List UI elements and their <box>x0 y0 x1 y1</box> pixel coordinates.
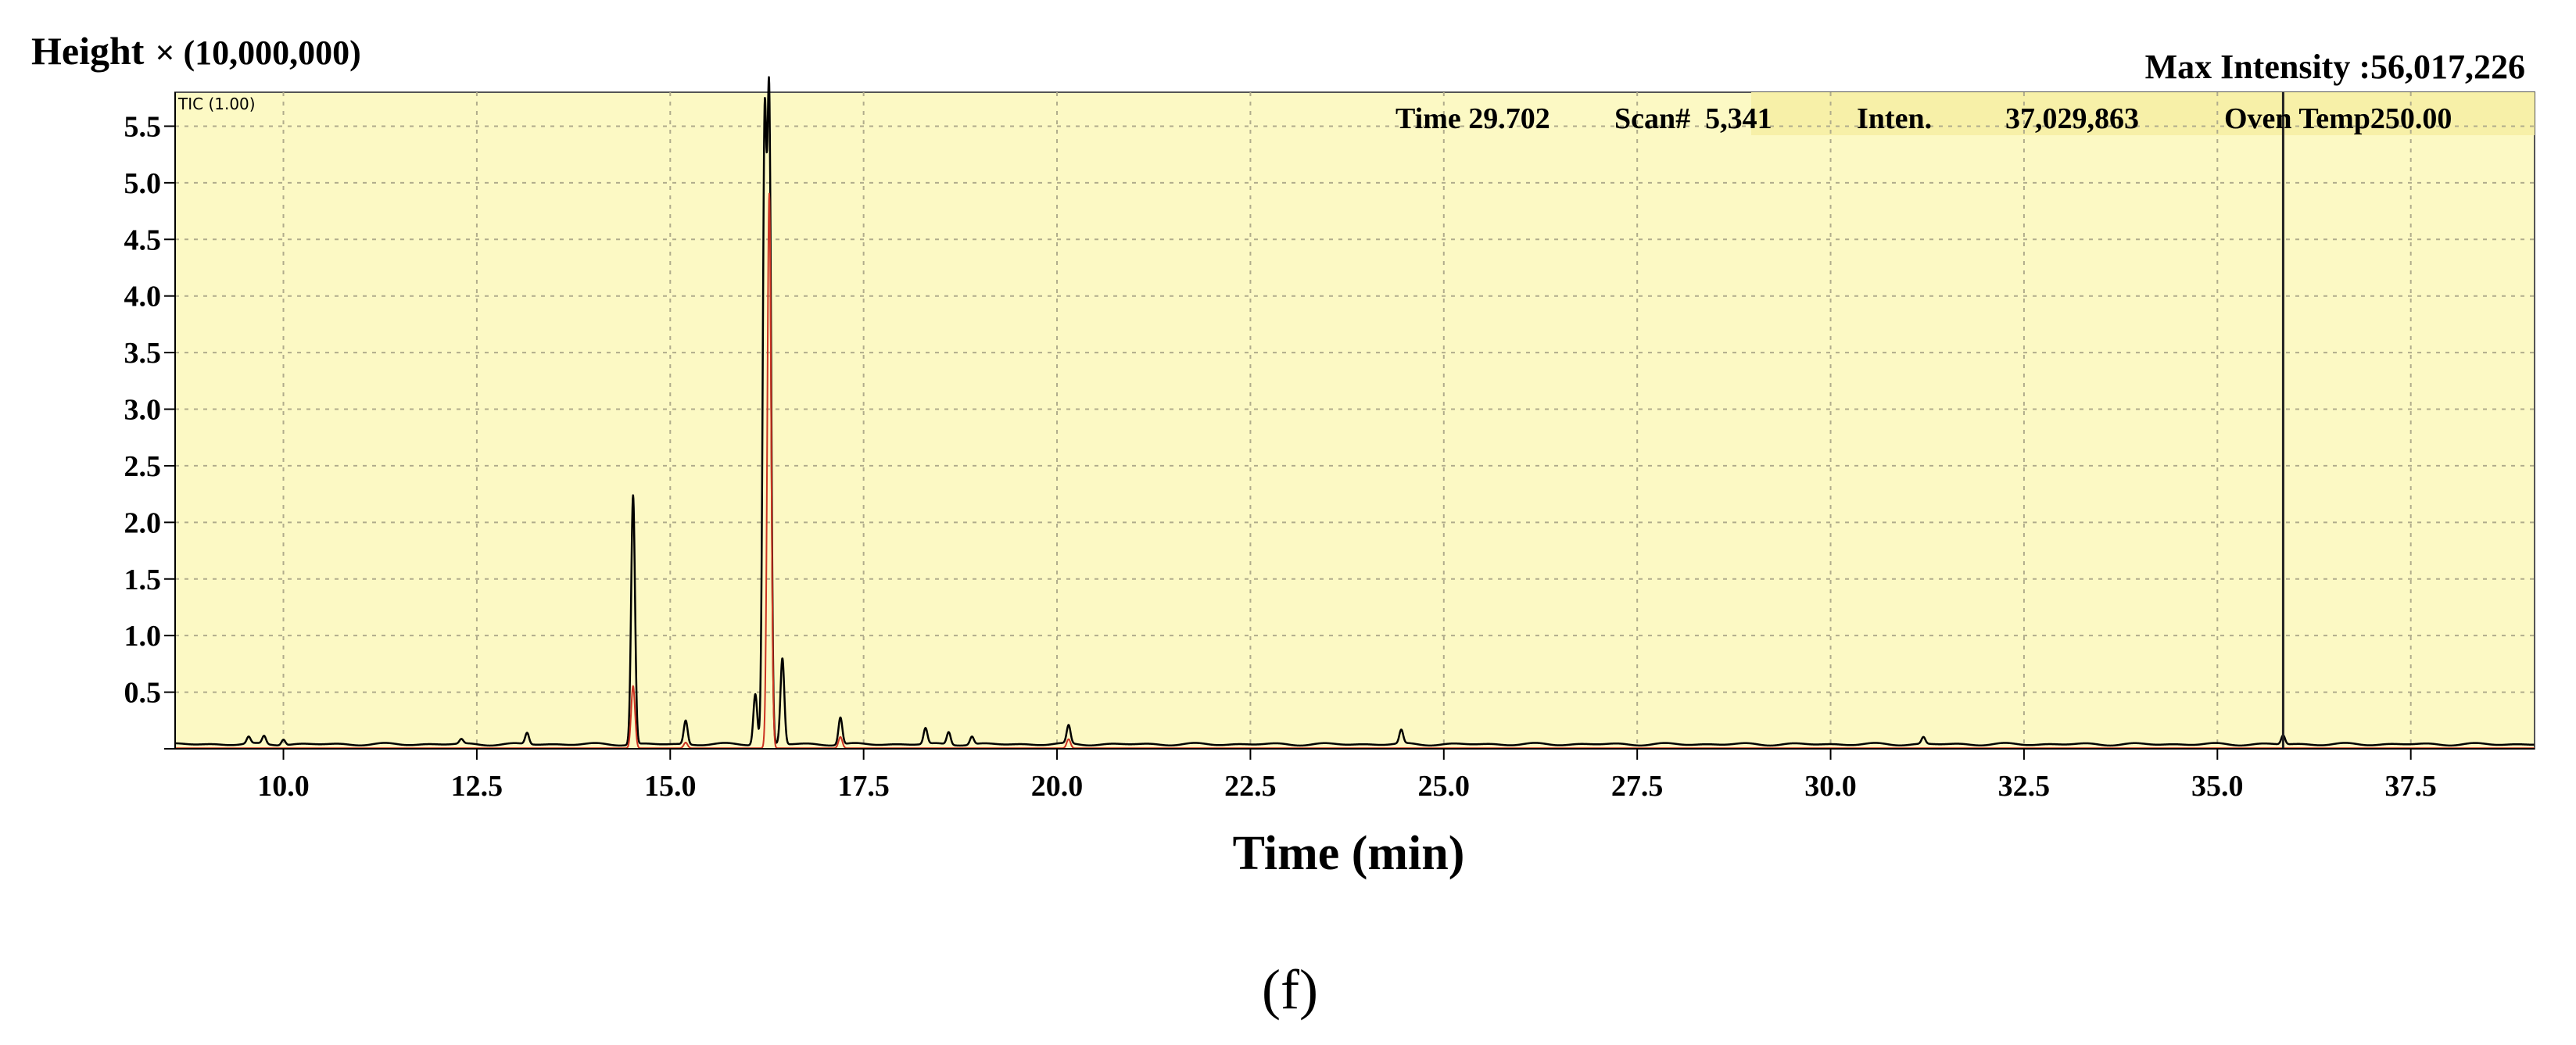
x-tick-label: 22.5 <box>1224 770 1277 803</box>
y-tick-label: 4.5 <box>124 224 162 256</box>
max-intensity-label: Max Intensity :56,017,226 <box>2145 48 2525 86</box>
x-tick-label: 10.0 <box>257 770 310 803</box>
info-inten-value: 37,029,863 <box>2005 102 2139 135</box>
info-time: Time 29.702 <box>1395 102 1550 135</box>
axis-ticks: 10.0 12.5 15.0 17.5 20.0 22.5 25.0 27.5 30.0 32.5… <box>124 110 2437 803</box>
series-line <box>174 76 2535 747</box>
info-oven-temp: Oven Temp250.00 <box>2224 102 2452 135</box>
x-tick-label: 20.0 <box>1031 770 1084 803</box>
x-tick-label: 35.0 <box>2191 770 2244 803</box>
trace-label: TIC (1.00) <box>177 95 256 113</box>
x-tick-label: 15.0 <box>644 770 697 803</box>
x-axis-title: Time (min) <box>1233 827 1465 880</box>
x-tick-label: 25.0 <box>1418 770 1471 803</box>
y-tick-label: 3.0 <box>124 394 162 427</box>
info-scan: Scan# 5,341 <box>1614 102 1772 135</box>
grid-lines <box>175 92 2535 749</box>
y-tick-label: 2.5 <box>124 450 162 483</box>
panel-label: (f) <box>1262 958 1318 1021</box>
x-tick-label: 27.5 <box>1611 770 1664 803</box>
y-tick-label: 4.0 <box>124 281 162 313</box>
x-tick-label: 37.5 <box>2384 770 2437 803</box>
x-tick-label: 12.5 <box>451 770 503 803</box>
y-tick-label: 5.5 <box>124 110 162 143</box>
x-tick-label: 30.0 <box>1804 770 1857 803</box>
y-axis-title: Height × (10,000,000) <box>31 29 361 73</box>
info-bar <box>1751 92 2535 135</box>
y-tick-label: 3.5 <box>124 337 162 370</box>
y-tick-label: 1.0 <box>124 620 162 653</box>
y-tick-label: 5.0 <box>124 167 162 200</box>
x-tick-label: 17.5 <box>837 770 890 803</box>
plot-area <box>174 91 2535 750</box>
y-tick-label: 1.5 <box>124 564 162 596</box>
x-tick-label: 32.5 <box>1998 770 2051 803</box>
info-inten-label: Inten. <box>1857 102 1932 135</box>
y-tick-label: 2.0 <box>124 506 162 539</box>
y-tick-label: 0.5 <box>124 677 162 710</box>
